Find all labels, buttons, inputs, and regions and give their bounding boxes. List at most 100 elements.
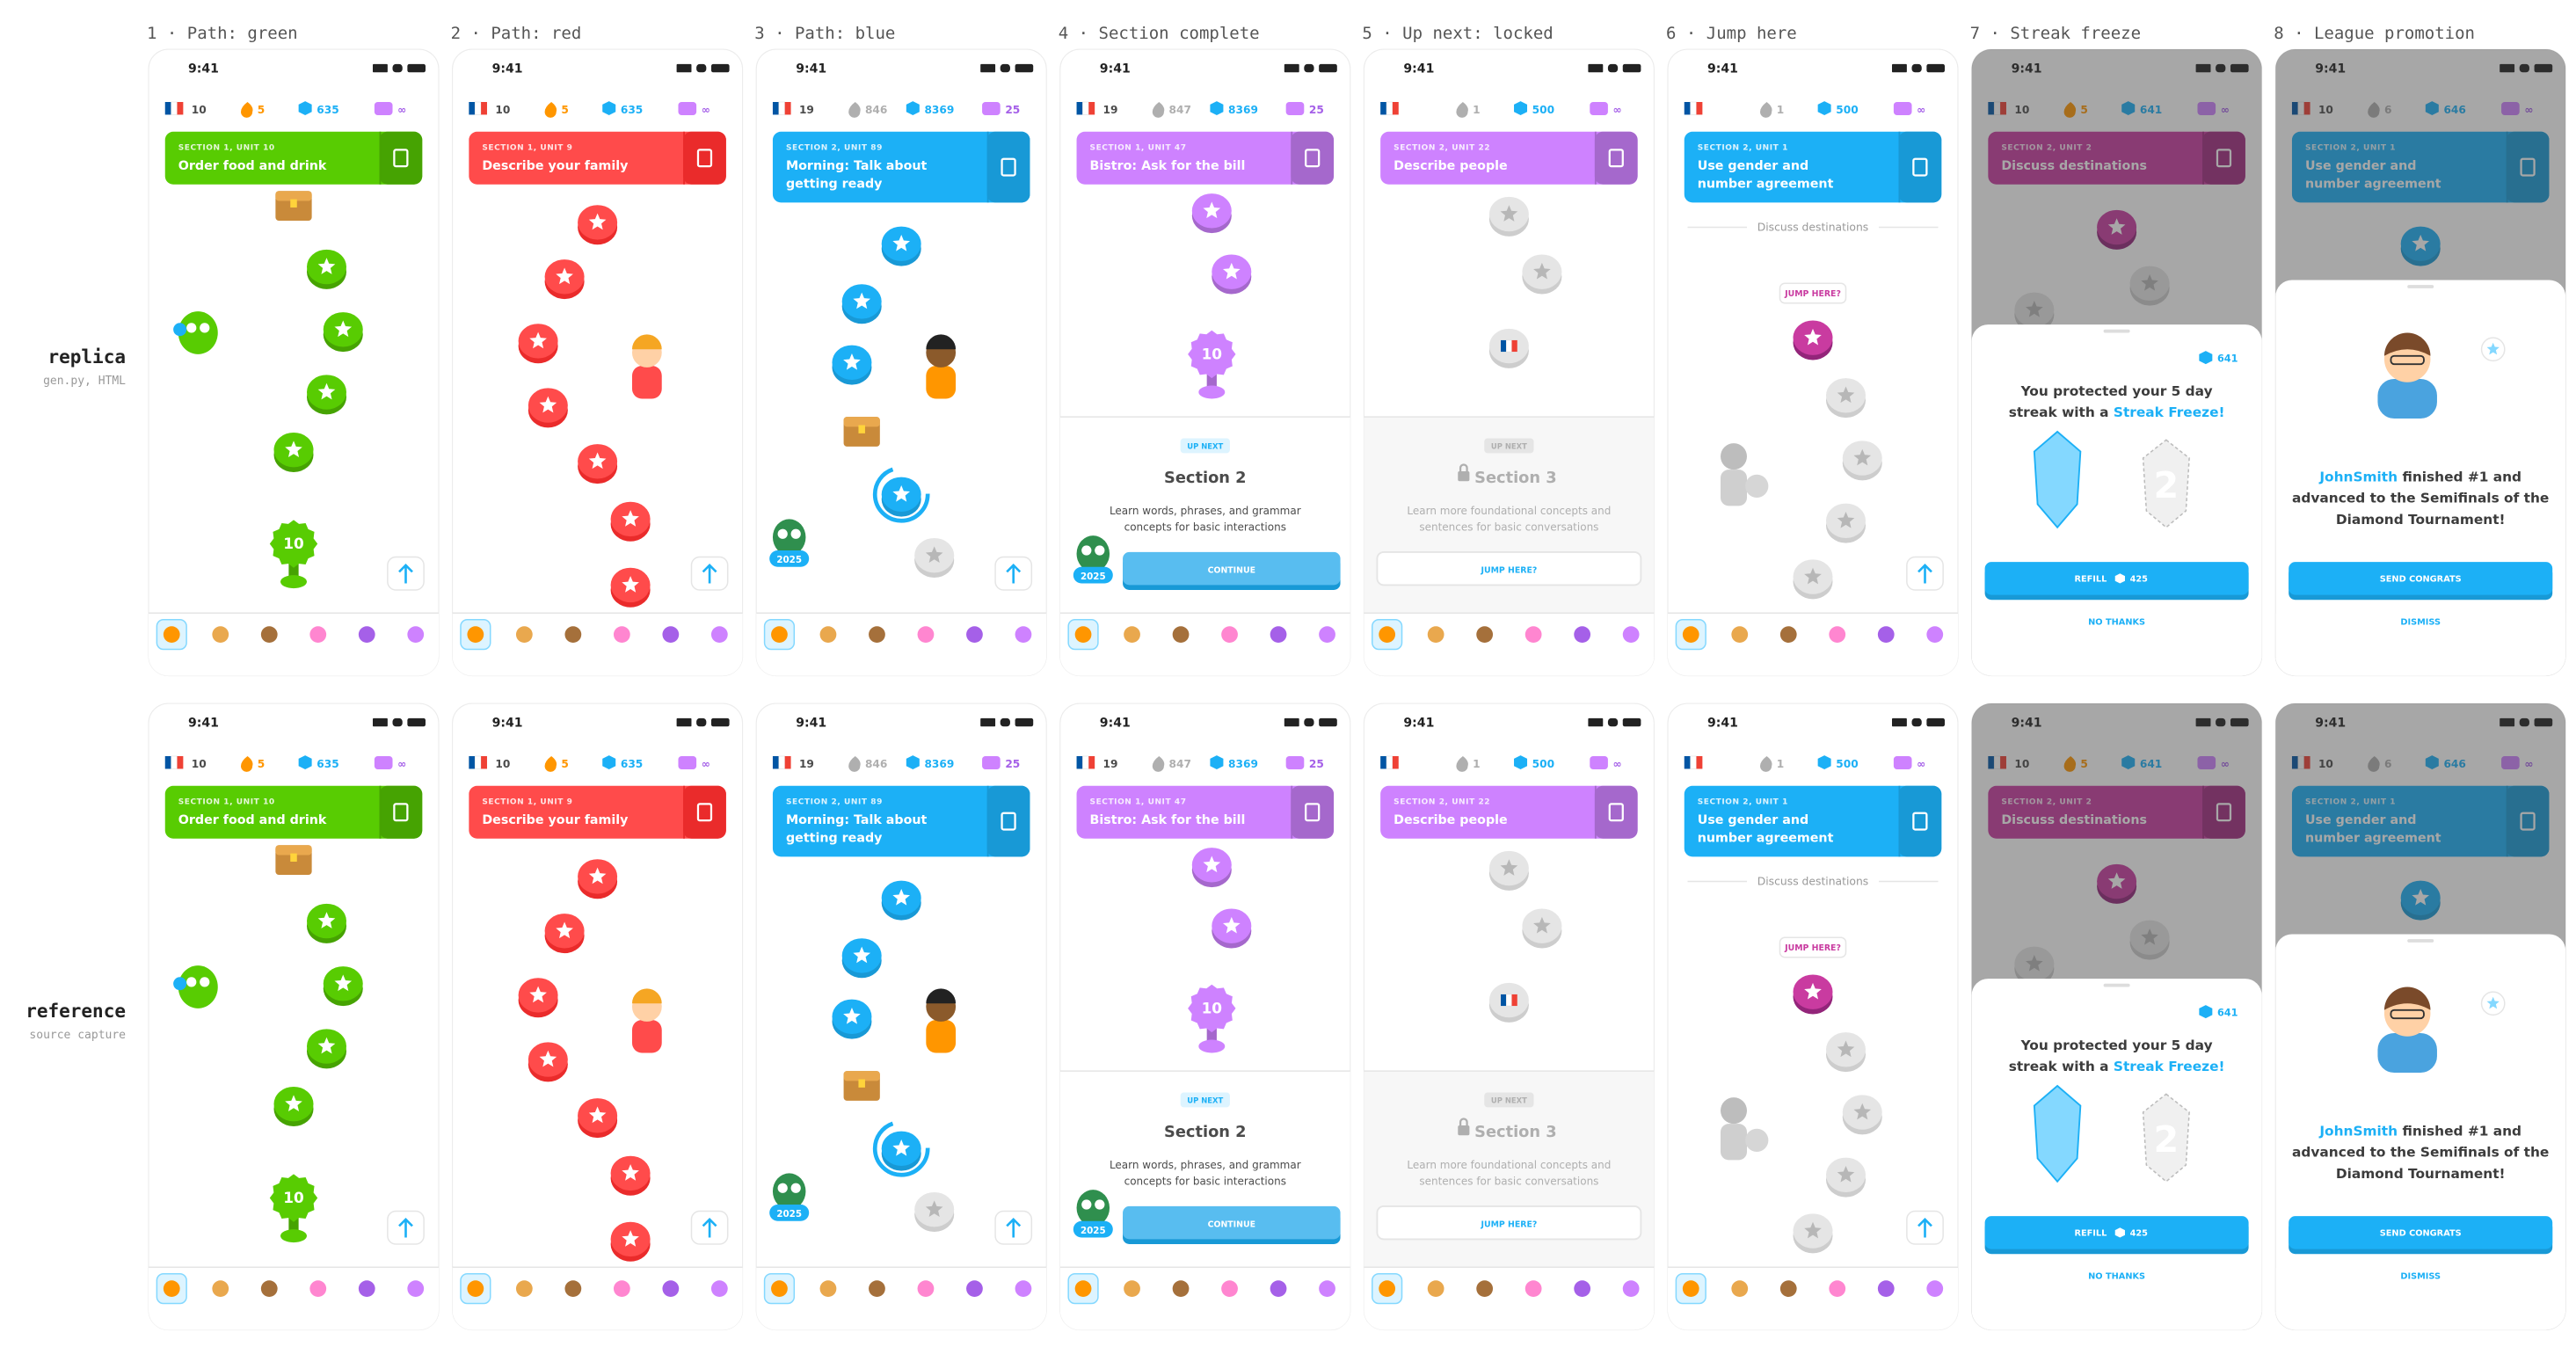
tab-icon[interactable] (1476, 626, 1494, 643)
tab-icon[interactable] (710, 1280, 728, 1297)
unit-banner[interactable] (1076, 785, 1335, 839)
unit-banner[interactable] (469, 131, 726, 185)
tab-icon[interactable] (1926, 1280, 1944, 1297)
tab-icon[interactable] (966, 626, 983, 643)
tab-icon[interactable] (869, 1280, 885, 1297)
unit-banner[interactable] (772, 131, 1030, 203)
tab-icon[interactable] (1574, 626, 1591, 643)
tab-icon[interactable] (163, 1280, 180, 1297)
tab-icon[interactable] (1877, 626, 1895, 643)
tab-icon[interactable] (613, 1280, 630, 1297)
tab-icon[interactable] (917, 1280, 935, 1297)
tab-icon[interactable] (407, 1280, 425, 1297)
unit-banner[interactable] (2291, 131, 2550, 203)
tab-icon[interactable] (1221, 626, 1238, 643)
tab-icon[interactable] (1427, 626, 1444, 643)
tab-icon[interactable] (358, 626, 375, 643)
unit-banner[interactable] (1076, 131, 1335, 185)
tab-icon[interactable] (1877, 1280, 1895, 1297)
unit-banner[interactable] (1684, 785, 1942, 857)
continue-button[interactable] (1123, 1205, 1341, 1240)
tab-icon[interactable] (212, 1280, 229, 1297)
tab-icon[interactable] (1574, 1280, 1591, 1297)
continue-button[interactable] (1123, 551, 1341, 586)
tab-icon[interactable] (1379, 1280, 1396, 1297)
unit-banner[interactable] (164, 785, 423, 839)
tab-icon[interactable] (1829, 1280, 1846, 1297)
jump-tooltip[interactable] (1779, 282, 1847, 304)
tab-icon[interactable] (358, 1280, 375, 1297)
tab-icon[interactable] (1427, 1280, 1444, 1297)
secondary-action[interactable]: DISMISS (2400, 617, 2441, 627)
tab-icon[interactable] (309, 1280, 327, 1297)
unit-banner[interactable] (772, 785, 1030, 857)
tab-icon[interactable] (662, 1280, 680, 1297)
tab-icon[interactable] (771, 1280, 788, 1297)
tab-icon[interactable] (1682, 626, 1699, 643)
secondary-action[interactable]: NO THANKS (2088, 617, 2145, 627)
tab-icon[interactable] (1015, 626, 1032, 643)
tab-icon[interactable] (260, 1280, 278, 1297)
secondary-action[interactable]: DISMISS (2400, 1271, 2441, 1281)
tab-icon[interactable] (467, 626, 484, 643)
tab-icon[interactable] (163, 626, 180, 643)
tab-icon[interactable] (1221, 1280, 1238, 1297)
tab-icon[interactable] (1074, 626, 1092, 643)
secondary-action[interactable]: NO THANKS (2088, 1271, 2145, 1281)
tab-icon[interactable] (407, 626, 425, 643)
tab-icon[interactable] (819, 1280, 837, 1297)
unit-banner[interactable] (1380, 785, 1638, 839)
jump-tooltip[interactable] (1779, 936, 1847, 958)
tab-icon[interactable] (1731, 1280, 1749, 1297)
tab-icon[interactable] (212, 626, 229, 643)
unit-banner[interactable] (1988, 131, 2245, 185)
tab-icon[interactable] (966, 1280, 983, 1297)
tab-icon[interactable] (1682, 1280, 1699, 1297)
tab-icon[interactable] (515, 626, 533, 643)
tab-icon[interactable] (1172, 1280, 1190, 1297)
unit-banner[interactable] (1684, 131, 1942, 203)
primary-button[interactable] (2289, 1216, 2553, 1249)
tab-icon[interactable] (1622, 626, 1640, 643)
tab-icon[interactable] (1524, 626, 1542, 643)
unit-banner[interactable] (2291, 785, 2550, 857)
tab-icon[interactable] (1319, 626, 1335, 643)
unit-banner[interactable] (164, 131, 423, 185)
tab-icon[interactable] (710, 626, 728, 643)
tab-icon[interactable] (1779, 626, 1797, 643)
unit-banner[interactable] (469, 785, 726, 839)
tab-icon[interactable] (1270, 1280, 1287, 1297)
tab-icon[interactable] (662, 626, 680, 643)
tab-icon[interactable] (1124, 626, 1140, 643)
tab-icon[interactable] (1015, 1280, 1032, 1297)
tab-icon[interactable] (1124, 1280, 1140, 1297)
tab-icon[interactable] (1172, 626, 1190, 643)
tab-icon[interactable] (309, 626, 327, 643)
tab-icon[interactable] (1524, 1280, 1542, 1297)
unit-banner[interactable] (1380, 131, 1638, 185)
unit-banner[interactable] (1988, 785, 2245, 839)
tab-icon[interactable] (819, 626, 837, 643)
tab-icon[interactable] (869, 626, 885, 643)
tab-icon[interactable] (467, 1280, 484, 1297)
jump-button[interactable] (1376, 550, 1642, 586)
tab-icon[interactable] (1476, 1280, 1494, 1297)
tab-icon[interactable] (1731, 626, 1749, 643)
tab-icon[interactable] (1319, 1280, 1335, 1297)
jump-button[interactable] (1376, 1205, 1642, 1241)
tab-icon[interactable] (613, 626, 630, 643)
tab-icon[interactable] (1829, 626, 1846, 643)
tab-icon[interactable] (564, 1280, 582, 1297)
tab-icon[interactable] (515, 1280, 533, 1297)
tab-icon[interactable] (1926, 626, 1944, 643)
tab-icon[interactable] (1074, 1280, 1092, 1297)
tab-icon[interactable] (1779, 1280, 1797, 1297)
tab-icon[interactable] (1379, 626, 1396, 643)
tab-icon[interactable] (771, 626, 788, 643)
tab-icon[interactable] (917, 626, 935, 643)
tab-icon[interactable] (260, 626, 278, 643)
tab-icon[interactable] (1622, 1280, 1640, 1297)
primary-button[interactable] (2289, 562, 2553, 595)
tab-icon[interactable] (564, 626, 582, 643)
tab-icon[interactable] (1270, 626, 1287, 643)
